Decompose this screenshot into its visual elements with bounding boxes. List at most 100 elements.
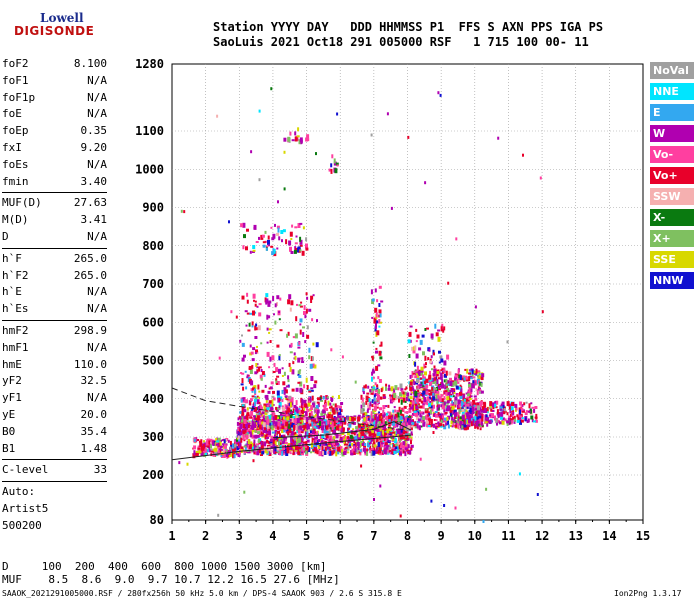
echo-point — [361, 416, 365, 419]
echo-point — [340, 419, 344, 422]
echo-point — [206, 449, 209, 453]
echo-point — [436, 371, 440, 374]
echo-point — [209, 438, 213, 442]
echo-point — [422, 402, 426, 406]
echo-point — [444, 417, 447, 421]
echo-point — [252, 245, 256, 249]
echo-point — [333, 161, 337, 166]
echo-point — [316, 401, 320, 404]
echo-point — [476, 420, 479, 425]
echo-point — [259, 404, 262, 409]
echo-point — [530, 402, 533, 405]
echo-point — [479, 381, 482, 386]
echo-point — [203, 440, 205, 443]
echo-point — [528, 403, 531, 409]
echo-point — [436, 405, 439, 408]
echo-point — [281, 399, 284, 403]
echo-point — [508, 415, 512, 420]
echo-point — [364, 432, 368, 435]
echo-point — [345, 443, 348, 446]
echo-point — [198, 450, 202, 455]
echo-point — [541, 310, 544, 314]
echo-point — [290, 397, 294, 403]
echo-point — [265, 424, 268, 428]
echo-point — [381, 451, 384, 455]
echo-point — [429, 370, 431, 375]
echo-point — [300, 410, 304, 414]
echo-point — [183, 210, 186, 214]
echo-point — [361, 397, 364, 403]
echo-point — [291, 388, 295, 392]
echo-point — [244, 370, 247, 373]
echo-point — [283, 137, 287, 142]
echo-point — [327, 419, 330, 425]
echo-point — [224, 448, 228, 452]
echo-point — [501, 401, 505, 407]
echo-point — [223, 439, 226, 444]
echo-point — [283, 414, 285, 420]
echo-point — [230, 443, 233, 449]
echo-point — [428, 375, 432, 380]
echo-point — [260, 425, 264, 431]
echo-point — [349, 441, 351, 447]
echo-point — [451, 425, 454, 428]
echo-point — [277, 200, 279, 204]
echo-point — [535, 416, 538, 420]
echo-point — [351, 442, 354, 446]
echo-point — [335, 439, 339, 445]
echo-point — [256, 395, 259, 398]
echo-point — [391, 451, 394, 455]
echo-point — [321, 446, 324, 449]
echo-point — [305, 292, 308, 296]
echo-point — [285, 451, 289, 456]
echo-point — [306, 434, 310, 439]
echo-point — [491, 413, 494, 418]
echo-point — [404, 430, 408, 435]
echo-point — [452, 395, 455, 398]
echo-point — [326, 428, 330, 434]
echo-point — [253, 435, 256, 438]
param-label: foE — [2, 107, 22, 121]
echo-point — [260, 377, 263, 381]
param-label: h`Es — [2, 302, 29, 316]
echo-point — [323, 449, 327, 452]
echo-point — [411, 375, 414, 378]
echo-point — [504, 418, 507, 422]
param-value: 3.40 — [80, 174, 108, 188]
echo-point — [402, 397, 406, 403]
echo-point — [330, 168, 333, 174]
echo-point — [296, 135, 300, 138]
echo-point — [454, 506, 457, 510]
echo-point — [293, 432, 297, 436]
echo-point — [486, 421, 489, 427]
echo-point — [518, 415, 522, 420]
echo-point — [398, 444, 401, 450]
echo-point — [491, 410, 495, 412]
echo-point — [363, 416, 367, 422]
echo-point — [443, 326, 446, 331]
echo-point — [312, 294, 315, 297]
echo-point — [227, 439, 230, 443]
echo-point — [239, 430, 243, 436]
echo-point — [267, 235, 270, 240]
echo-point — [343, 451, 347, 455]
echo-point — [239, 410, 242, 414]
echo-point — [268, 414, 272, 419]
echo-point — [310, 405, 314, 410]
echo-point — [373, 433, 377, 437]
echo-point — [311, 356, 314, 361]
echo-point — [214, 447, 218, 453]
echo-point — [285, 414, 289, 417]
echo-point — [379, 344, 382, 347]
echo-point — [376, 416, 379, 422]
echo-point — [474, 407, 478, 411]
y-tick-label: 1280 — [135, 57, 164, 71]
echo-point — [477, 385, 480, 388]
echo-point — [360, 428, 364, 431]
param-row: hmE 110.0 — [2, 358, 107, 374]
echo-point — [425, 408, 429, 414]
echo-point — [290, 251, 294, 254]
echo-point — [526, 420, 529, 423]
echo-point — [371, 376, 373, 382]
echo-point — [242, 222, 246, 228]
